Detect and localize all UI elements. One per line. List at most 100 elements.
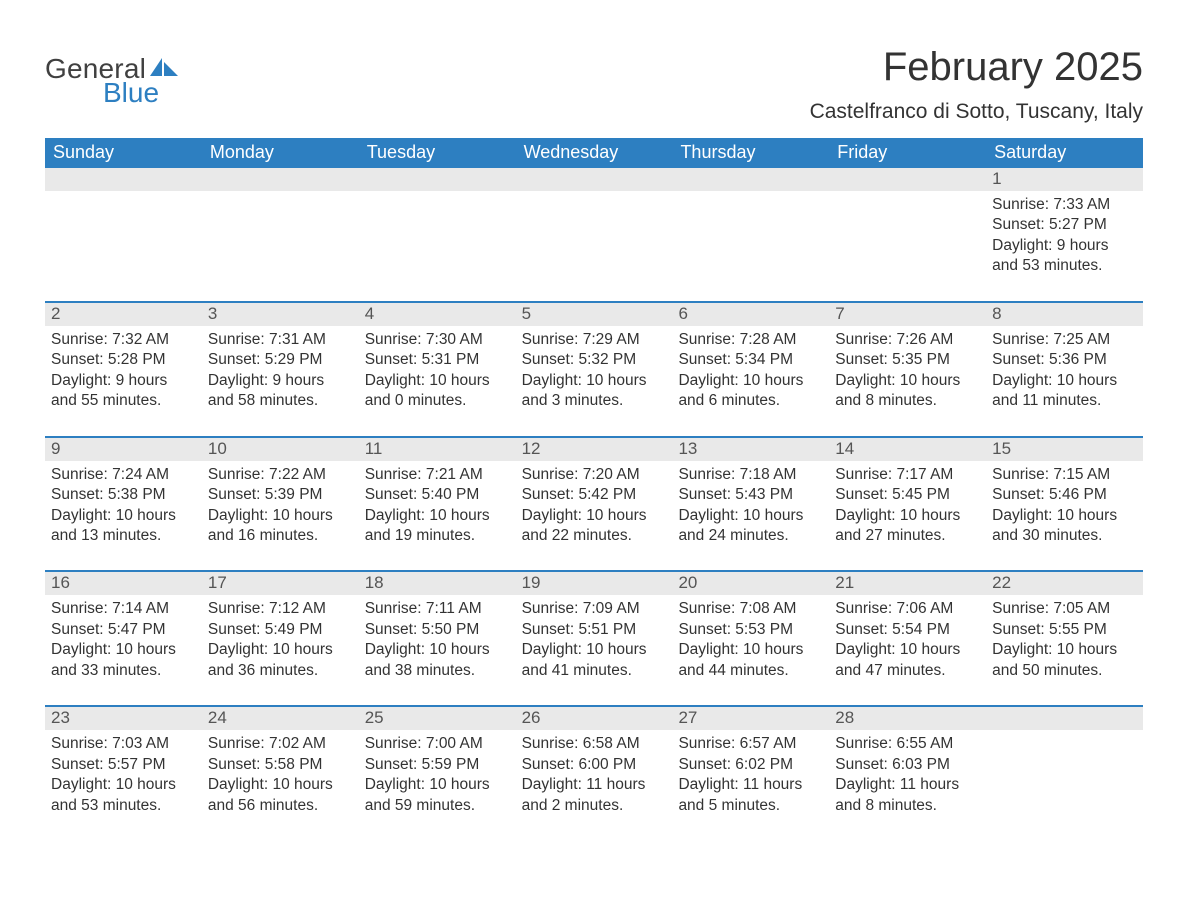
sunrise-line: Sunrise: 7:12 AM bbox=[208, 599, 353, 619]
sunrise-line: Sunrise: 7:14 AM bbox=[51, 599, 196, 619]
day-number: 15 bbox=[986, 438, 1143, 461]
day-number: 11 bbox=[359, 438, 516, 461]
dow-wednesday: Wednesday bbox=[516, 138, 673, 168]
day-cell bbox=[516, 168, 673, 279]
dow-saturday: Saturday bbox=[986, 138, 1143, 168]
day-cell: 18Sunrise: 7:11 AMSunset: 5:50 PMDayligh… bbox=[359, 572, 516, 683]
sunrise-line: Sunrise: 7:17 AM bbox=[835, 465, 980, 485]
day-number: 21 bbox=[829, 572, 986, 595]
sunset-line: Sunset: 5:42 PM bbox=[522, 485, 667, 505]
day-body: Sunrise: 7:09 AMSunset: 5:51 PMDaylight:… bbox=[516, 595, 673, 683]
day-body: Sunrise: 7:28 AMSunset: 5:34 PMDaylight:… bbox=[672, 326, 829, 414]
day-number: 22 bbox=[986, 572, 1143, 595]
day-body: Sunrise: 7:05 AMSunset: 5:55 PMDaylight:… bbox=[986, 595, 1143, 683]
logo: General Blue bbox=[45, 53, 180, 109]
day-cell: 20Sunrise: 7:08 AMSunset: 5:53 PMDayligh… bbox=[672, 572, 829, 683]
sunset-line: Sunset: 5:32 PM bbox=[522, 350, 667, 370]
daylight-line-1: Daylight: 9 hours bbox=[51, 371, 196, 391]
day-number: 19 bbox=[516, 572, 673, 595]
day-cell bbox=[45, 168, 202, 279]
sunrise-line: Sunrise: 7:31 AM bbox=[208, 330, 353, 350]
sunrise-line: Sunrise: 7:32 AM bbox=[51, 330, 196, 350]
location-subtitle: Castelfranco di Sotto, Tuscany, Italy bbox=[810, 100, 1143, 124]
day-cell: 11Sunrise: 7:21 AMSunset: 5:40 PMDayligh… bbox=[359, 438, 516, 549]
daylight-line-2: and 22 minutes. bbox=[522, 526, 667, 546]
daylight-line-2: and 36 minutes. bbox=[208, 661, 353, 681]
day-body: Sunrise: 7:31 AMSunset: 5:29 PMDaylight:… bbox=[202, 326, 359, 414]
sunset-line: Sunset: 5:43 PM bbox=[678, 485, 823, 505]
logo-word-2: Blue bbox=[103, 77, 180, 109]
sunrise-line: Sunrise: 7:09 AM bbox=[522, 599, 667, 619]
day-number: 16 bbox=[45, 572, 202, 595]
day-number: 23 bbox=[45, 707, 202, 730]
daylight-line-1: Daylight: 10 hours bbox=[992, 506, 1137, 526]
sunset-line: Sunset: 5:49 PM bbox=[208, 620, 353, 640]
daylight-line-2: and 55 minutes. bbox=[51, 391, 196, 411]
sunset-line: Sunset: 5:53 PM bbox=[678, 620, 823, 640]
day-body: Sunrise: 7:06 AMSunset: 5:54 PMDaylight:… bbox=[829, 595, 986, 683]
day-number: 14 bbox=[829, 438, 986, 461]
day-body: Sunrise: 7:22 AMSunset: 5:39 PMDaylight:… bbox=[202, 461, 359, 549]
day-cell: 13Sunrise: 7:18 AMSunset: 5:43 PMDayligh… bbox=[672, 438, 829, 549]
day-body: Sunrise: 7:29 AMSunset: 5:32 PMDaylight:… bbox=[516, 326, 673, 414]
day-body: Sunrise: 7:08 AMSunset: 5:53 PMDaylight:… bbox=[672, 595, 829, 683]
sunrise-line: Sunrise: 7:00 AM bbox=[365, 734, 510, 754]
sunset-line: Sunset: 5:28 PM bbox=[51, 350, 196, 370]
daylight-line-2: and 58 minutes. bbox=[208, 391, 353, 411]
day-cell bbox=[202, 168, 359, 279]
sunset-line: Sunset: 5:29 PM bbox=[208, 350, 353, 370]
day-number: 13 bbox=[672, 438, 829, 461]
day-body: Sunrise: 7:00 AMSunset: 5:59 PMDaylight:… bbox=[359, 730, 516, 818]
day-cell: 5Sunrise: 7:29 AMSunset: 5:32 PMDaylight… bbox=[516, 303, 673, 414]
day-cell: 24Sunrise: 7:02 AMSunset: 5:58 PMDayligh… bbox=[202, 707, 359, 818]
sunrise-line: Sunrise: 6:58 AM bbox=[522, 734, 667, 754]
sunrise-line: Sunrise: 7:24 AM bbox=[51, 465, 196, 485]
sunrise-line: Sunrise: 6:55 AM bbox=[835, 734, 980, 754]
day-body: Sunrise: 7:12 AMSunset: 5:49 PMDaylight:… bbox=[202, 595, 359, 683]
daylight-line-2: and 30 minutes. bbox=[992, 526, 1137, 546]
day-cell: 25Sunrise: 7:00 AMSunset: 5:59 PMDayligh… bbox=[359, 707, 516, 818]
sunrise-line: Sunrise: 7:25 AM bbox=[992, 330, 1137, 350]
dow-thursday: Thursday bbox=[672, 138, 829, 168]
sunset-line: Sunset: 5:34 PM bbox=[678, 350, 823, 370]
day-body: Sunrise: 7:15 AMSunset: 5:46 PMDaylight:… bbox=[986, 461, 1143, 549]
daylight-line-2: and 8 minutes. bbox=[835, 391, 980, 411]
day-body: Sunrise: 7:20 AMSunset: 5:42 PMDaylight:… bbox=[516, 461, 673, 549]
daylight-line-1: Daylight: 10 hours bbox=[51, 775, 196, 795]
day-body: Sunrise: 7:03 AMSunset: 5:57 PMDaylight:… bbox=[45, 730, 202, 818]
daylight-line-2: and 27 minutes. bbox=[835, 526, 980, 546]
day-number: 8 bbox=[986, 303, 1143, 326]
day-cell: 19Sunrise: 7:09 AMSunset: 5:51 PMDayligh… bbox=[516, 572, 673, 683]
day-number: 28 bbox=[829, 707, 986, 730]
day-body: Sunrise: 7:21 AMSunset: 5:40 PMDaylight:… bbox=[359, 461, 516, 549]
sunset-line: Sunset: 5:36 PM bbox=[992, 350, 1137, 370]
daylight-line-2: and 24 minutes. bbox=[678, 526, 823, 546]
daylight-line-1: Daylight: 10 hours bbox=[208, 775, 353, 795]
day-cell: 8 Sunrise: 7:25 AMSunset: 5:36 PMDaylight… bbox=[986, 303, 1143, 414]
daylight-line-1: Daylight: 10 hours bbox=[992, 371, 1137, 391]
daylight-line-1: Daylight: 10 hours bbox=[365, 371, 510, 391]
sunrise-line: Sunrise: 7:20 AM bbox=[522, 465, 667, 485]
sunrise-line: Sunrise: 7:26 AM bbox=[835, 330, 980, 350]
daylight-line-2: and 56 minutes. bbox=[208, 796, 353, 816]
daylight-line-2: and 6 minutes. bbox=[678, 391, 823, 411]
day-number: 10 bbox=[202, 438, 359, 461]
daylight-line-1: Daylight: 10 hours bbox=[992, 640, 1137, 660]
day-body: Sunrise: 7:02 AMSunset: 5:58 PMDaylight:… bbox=[202, 730, 359, 818]
day-cell: 9Sunrise: 7:24 AMSunset: 5:38 PMDaylight… bbox=[45, 438, 202, 549]
sunset-line: Sunset: 5:54 PM bbox=[835, 620, 980, 640]
daylight-line-1: Daylight: 9 hours bbox=[208, 371, 353, 391]
day-number bbox=[829, 168, 986, 191]
sunset-line: Sunset: 5:47 PM bbox=[51, 620, 196, 640]
day-number: 18 bbox=[359, 572, 516, 595]
daylight-line-2: and 41 minutes. bbox=[522, 661, 667, 681]
sunset-line: Sunset: 5:40 PM bbox=[365, 485, 510, 505]
daylight-line-1: Daylight: 10 hours bbox=[365, 640, 510, 660]
week-row: 2Sunrise: 7:32 AMSunset: 5:28 PMDaylight… bbox=[45, 301, 1143, 414]
day-body: Sunrise: 7:33 AMSunset: 5:27 PMDaylight:… bbox=[986, 191, 1143, 279]
daylight-line-2: and 44 minutes. bbox=[678, 661, 823, 681]
day-cell: 7Sunrise: 7:26 AMSunset: 5:35 PMDaylight… bbox=[829, 303, 986, 414]
day-number bbox=[359, 168, 516, 191]
daylight-line-1: Daylight: 11 hours bbox=[522, 775, 667, 795]
daylight-line-2: and 19 minutes. bbox=[365, 526, 510, 546]
